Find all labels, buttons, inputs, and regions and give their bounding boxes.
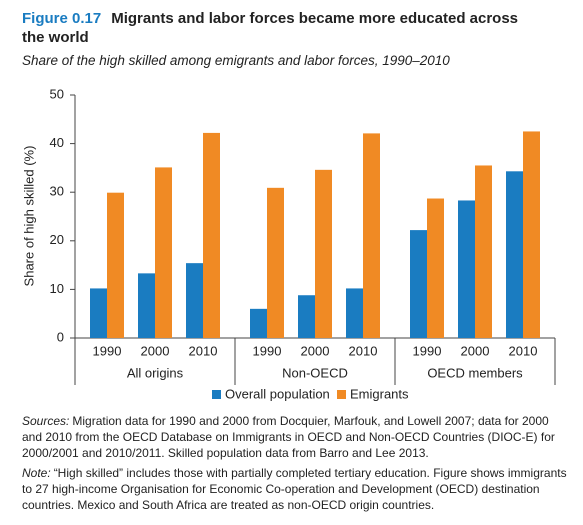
x-tick-label: 1990 [413,343,442,358]
bar [410,230,427,338]
legend-swatch [212,390,221,399]
bar [458,200,475,338]
group-label: All origins [127,365,184,380]
group-label: Non-OECD [282,365,348,380]
x-tick-label: 2000 [301,343,330,358]
x-tick-label: 2000 [461,343,490,358]
x-tick-label: 2010 [509,343,538,358]
bar [427,198,444,338]
sources-text: Migration data for 1990 and 2000 from Do… [22,414,555,460]
title-text: Migrants and labor forces became more ed… [22,10,519,46]
bar [363,133,380,338]
y-tick-label: 30 [50,184,64,199]
subtitle: Share of the high skilled among emigrant… [22,53,450,68]
title: Figure 0.17 Migrants and labor forces bec… [22,9,542,47]
bar [506,171,523,338]
bar [315,169,332,338]
legend-label: Overall population [225,386,330,401]
x-tick-label: 2010 [349,343,378,358]
y-tick-label: 20 [50,232,64,247]
x-tick-label: 2000 [141,343,170,358]
y-tick-label: 10 [50,281,64,296]
bar [186,263,203,338]
group-label: OECD members [427,365,523,380]
y-tick-label: 40 [50,135,64,150]
legend-swatch [337,390,346,399]
bar [155,167,172,338]
note-label: Note: [22,466,51,480]
legend-label: Emigrants [350,386,409,401]
note: Note: “High skilled” includes those with … [22,465,567,513]
bar [203,132,220,338]
bar [523,131,540,338]
bar [138,273,155,338]
bar [267,187,284,338]
bar [107,192,124,338]
x-tick-label: 1990 [93,343,122,358]
bar [475,165,492,338]
y-axis-label: Share of high skilled (%) [21,146,36,287]
y-tick-label: 50 [50,86,64,101]
x-tick-label: 2010 [189,343,218,358]
bar [90,288,107,338]
bar [250,308,267,338]
y-tick-label: 0 [57,329,64,344]
bar [298,295,315,338]
figure-label: Figure 0.17 [22,10,102,27]
chart: Share of high skilled (%) 0 10 20 30 40 50 All… [21,86,556,401]
sources: Sources: Migration data for 1990 and 2000… [22,413,567,461]
bar [346,288,363,338]
sources-label: Sources: [22,414,70,428]
note-text: “High skilled” includes those with parti… [22,466,567,512]
x-tick-label: 1990 [253,343,282,358]
